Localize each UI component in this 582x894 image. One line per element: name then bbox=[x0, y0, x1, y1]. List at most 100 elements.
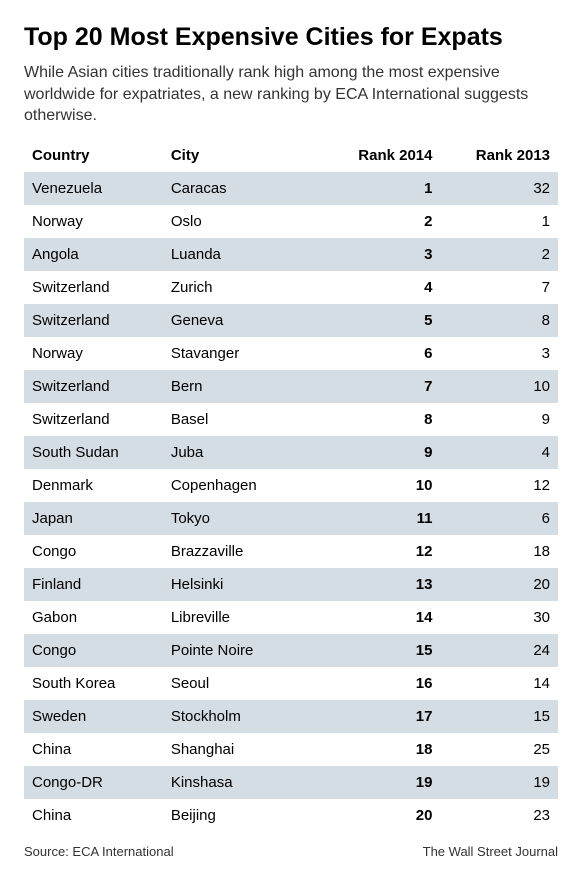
cell-city: Kinshasa bbox=[163, 766, 323, 799]
cell-rank2013: 7 bbox=[440, 271, 558, 304]
col-city: City bbox=[163, 141, 323, 172]
cell-rank2013: 8 bbox=[440, 304, 558, 337]
table-header-row: Country City Rank 2014 Rank 2013 bbox=[24, 141, 558, 172]
cell-country: Japan bbox=[24, 502, 163, 535]
table-row: SwitzerlandBern710 bbox=[24, 370, 558, 403]
cell-rank2013: 4 bbox=[440, 436, 558, 469]
cell-city: Seoul bbox=[163, 667, 323, 700]
cell-rank2013: 3 bbox=[440, 337, 558, 370]
table-row: SwitzerlandBasel89 bbox=[24, 403, 558, 436]
cell-rank2014: 15 bbox=[323, 634, 440, 667]
cell-city: Helsinki bbox=[163, 568, 323, 601]
cell-rank2014: 19 bbox=[323, 766, 440, 799]
cell-rank2013: 9 bbox=[440, 403, 558, 436]
cell-country: China bbox=[24, 733, 163, 766]
table-row: SwitzerlandZurich47 bbox=[24, 271, 558, 304]
cell-rank2014: 13 bbox=[323, 568, 440, 601]
cell-country: China bbox=[24, 799, 163, 832]
table-row: ChinaBeijing2023 bbox=[24, 799, 558, 832]
cell-country: Switzerland bbox=[24, 370, 163, 403]
cell-rank2014: 17 bbox=[323, 700, 440, 733]
source-label: Source: ECA International bbox=[24, 844, 174, 859]
col-rank2013: Rank 2013 bbox=[440, 141, 558, 172]
cell-city: Shanghai bbox=[163, 733, 323, 766]
cell-city: Copenhagen bbox=[163, 469, 323, 502]
cell-rank2013: 14 bbox=[440, 667, 558, 700]
cell-rank2014: 4 bbox=[323, 271, 440, 304]
table-row: Congo-DRKinshasa1919 bbox=[24, 766, 558, 799]
cell-rank2014: 8 bbox=[323, 403, 440, 436]
cell-rank2014: 11 bbox=[323, 502, 440, 535]
subhead: While Asian cities traditionally rank hi… bbox=[24, 62, 558, 127]
cell-country: Norway bbox=[24, 337, 163, 370]
cell-country: Congo bbox=[24, 634, 163, 667]
cell-country: Gabon bbox=[24, 601, 163, 634]
cell-country: Angola bbox=[24, 238, 163, 271]
table-row: VenezuelaCaracas132 bbox=[24, 172, 558, 205]
cell-country: Switzerland bbox=[24, 271, 163, 304]
table-row: FinlandHelsinki1320 bbox=[24, 568, 558, 601]
cell-rank2013: 24 bbox=[440, 634, 558, 667]
cell-country: South Sudan bbox=[24, 436, 163, 469]
cell-rank2013: 1 bbox=[440, 205, 558, 238]
table-row: DenmarkCopenhagen1012 bbox=[24, 469, 558, 502]
cell-rank2014: 20 bbox=[323, 799, 440, 832]
cell-city: Caracas bbox=[163, 172, 323, 205]
cell-country: Switzerland bbox=[24, 304, 163, 337]
table-body: VenezuelaCaracas132NorwayOslo21AngolaLua… bbox=[24, 172, 558, 832]
cell-city: Tokyo bbox=[163, 502, 323, 535]
cell-city: Geneva bbox=[163, 304, 323, 337]
cell-rank2013: 6 bbox=[440, 502, 558, 535]
cell-rank2014: 6 bbox=[323, 337, 440, 370]
table-row: SwitzerlandGeneva58 bbox=[24, 304, 558, 337]
table-row: CongoPointe Noire1524 bbox=[24, 634, 558, 667]
credit-label: The Wall Street Journal bbox=[423, 844, 558, 859]
cell-rank2014: 2 bbox=[323, 205, 440, 238]
cell-city: Beijing bbox=[163, 799, 323, 832]
cell-rank2013: 2 bbox=[440, 238, 558, 271]
cell-rank2013: 19 bbox=[440, 766, 558, 799]
cell-city: Stockholm bbox=[163, 700, 323, 733]
col-country: Country bbox=[24, 141, 163, 172]
table-row: South KoreaSeoul1614 bbox=[24, 667, 558, 700]
cell-country: Congo bbox=[24, 535, 163, 568]
page-title: Top 20 Most Expensive Cities for Expats bbox=[24, 22, 558, 52]
cell-city: Juba bbox=[163, 436, 323, 469]
cell-city: Basel bbox=[163, 403, 323, 436]
cell-rank2013: 25 bbox=[440, 733, 558, 766]
footer: Source: ECA International The Wall Stree… bbox=[24, 844, 558, 859]
table-row: ChinaShanghai1825 bbox=[24, 733, 558, 766]
cell-country: Switzerland bbox=[24, 403, 163, 436]
cell-rank2014: 5 bbox=[323, 304, 440, 337]
cell-rank2014: 1 bbox=[323, 172, 440, 205]
table-row: JapanTokyo116 bbox=[24, 502, 558, 535]
cell-city: Libreville bbox=[163, 601, 323, 634]
cell-city: Bern bbox=[163, 370, 323, 403]
cell-rank2014: 3 bbox=[323, 238, 440, 271]
cell-city: Zurich bbox=[163, 271, 323, 304]
cell-rank2013: 18 bbox=[440, 535, 558, 568]
cell-rank2014: 14 bbox=[323, 601, 440, 634]
cell-rank2014: 7 bbox=[323, 370, 440, 403]
cell-rank2013: 20 bbox=[440, 568, 558, 601]
cell-city: Brazzaville bbox=[163, 535, 323, 568]
cell-country: South Korea bbox=[24, 667, 163, 700]
table-row: South SudanJuba94 bbox=[24, 436, 558, 469]
cell-rank2013: 32 bbox=[440, 172, 558, 205]
table-row: NorwayOslo21 bbox=[24, 205, 558, 238]
cell-rank2013: 30 bbox=[440, 601, 558, 634]
cell-city: Luanda bbox=[163, 238, 323, 271]
cell-rank2013: 10 bbox=[440, 370, 558, 403]
col-rank2014: Rank 2014 bbox=[323, 141, 440, 172]
cell-city: Oslo bbox=[163, 205, 323, 238]
rankings-table: Country City Rank 2014 Rank 2013 Venezue… bbox=[24, 141, 558, 832]
cell-city: Pointe Noire bbox=[163, 634, 323, 667]
table-row: SwedenStockholm1715 bbox=[24, 700, 558, 733]
cell-country: Congo-DR bbox=[24, 766, 163, 799]
cell-rank2014: 18 bbox=[323, 733, 440, 766]
cell-rank2014: 10 bbox=[323, 469, 440, 502]
cell-country: Venezuela bbox=[24, 172, 163, 205]
cell-country: Sweden bbox=[24, 700, 163, 733]
table-row: NorwayStavanger63 bbox=[24, 337, 558, 370]
table-row: GabonLibreville1430 bbox=[24, 601, 558, 634]
